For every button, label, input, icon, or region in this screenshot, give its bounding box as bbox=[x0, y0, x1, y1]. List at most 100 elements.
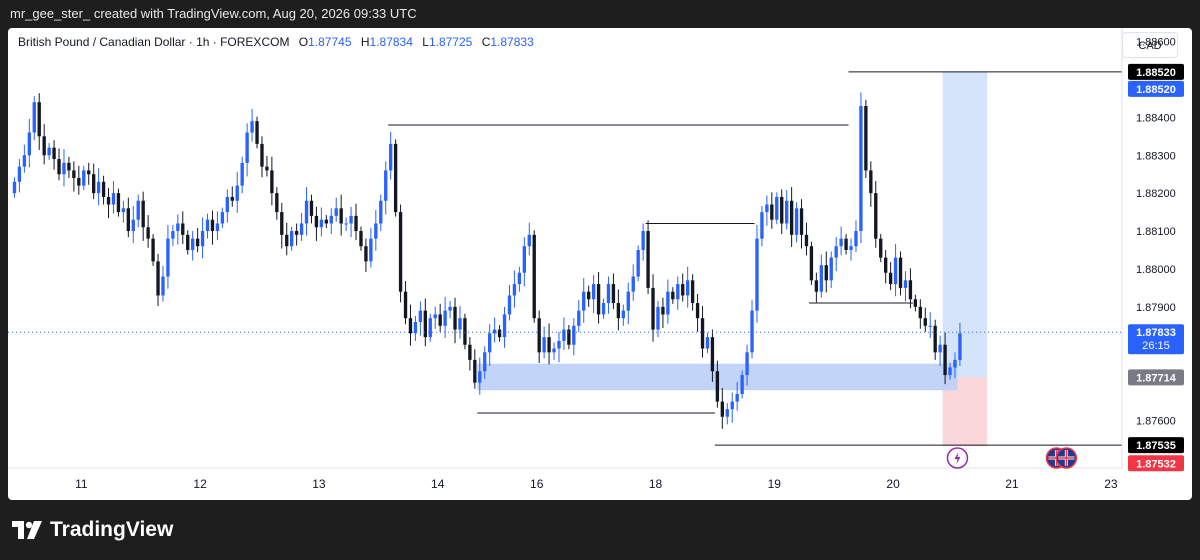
currency-button[interactable]: CAD bbox=[1122, 32, 1178, 58]
candle-body bbox=[953, 359, 957, 368]
candle-body bbox=[730, 401, 734, 410]
candle-body bbox=[210, 219, 215, 232]
candle-body bbox=[478, 371, 482, 383]
candle-body bbox=[715, 371, 720, 402]
candle-body bbox=[171, 231, 175, 239]
candle-body bbox=[512, 284, 517, 296]
candle-body bbox=[903, 280, 908, 288]
candle-body bbox=[542, 337, 546, 353]
candle-body bbox=[319, 219, 324, 228]
candle-body bbox=[398, 212, 403, 292]
candle-body bbox=[809, 246, 814, 281]
candle-body bbox=[651, 287, 655, 330]
candle-body bbox=[453, 306, 457, 330]
x-tick-label: 12 bbox=[193, 477, 207, 491]
candle-body bbox=[958, 333, 962, 360]
candle-body bbox=[369, 238, 373, 262]
candle-body bbox=[765, 204, 769, 213]
candle-body bbox=[829, 257, 833, 281]
candlestick-chart[interactable]: 1.87600 1.87900 1.88000 1.88100 1.88200 1.883… bbox=[8, 28, 1192, 500]
brand-name: TradingView bbox=[50, 518, 174, 541]
candle-body bbox=[255, 121, 259, 144]
candle-body bbox=[215, 223, 220, 232]
low-value: 1.87725 bbox=[428, 35, 473, 49]
y-tick-label: 1.88000 bbox=[1136, 264, 1176, 276]
candle-body bbox=[824, 265, 828, 281]
chart-panel[interactable]: 1.87600 1.87900 1.88000 1.88100 1.88200 1.883… bbox=[8, 28, 1192, 500]
candle-body bbox=[413, 322, 418, 334]
candle-body bbox=[606, 284, 611, 304]
candle-body bbox=[690, 280, 695, 304]
candle-body bbox=[245, 132, 249, 163]
candle-body bbox=[661, 306, 665, 315]
close-value: 1.87833 bbox=[490, 35, 534, 49]
candle-body bbox=[537, 318, 541, 353]
candle-body bbox=[339, 208, 343, 224]
candle-body bbox=[205, 219, 210, 232]
high-label: H bbox=[360, 35, 370, 49]
candle-body bbox=[596, 284, 601, 315]
candle-body bbox=[200, 231, 205, 247]
price-badge-bg bbox=[1128, 369, 1184, 386]
candle-body bbox=[299, 223, 304, 235]
x-tick-label: 16 bbox=[530, 477, 544, 491]
candle-body bbox=[309, 200, 314, 216]
candle-body bbox=[463, 318, 467, 345]
candle-body bbox=[235, 185, 239, 201]
candle-body bbox=[57, 159, 61, 175]
candle-body bbox=[943, 344, 947, 376]
tradingview-logo[interactable]: TradingView bbox=[12, 518, 173, 542]
open-value: 1.87745 bbox=[308, 35, 352, 49]
y-tick-label: 1.87600 bbox=[1136, 416, 1176, 428]
candle-body bbox=[37, 102, 41, 137]
candle-body bbox=[641, 231, 645, 250]
candle-body bbox=[502, 314, 507, 338]
candle-body bbox=[116, 193, 121, 213]
symbol-legend: British Pound / Canadian Dollar · 1h · F… bbox=[18, 35, 534, 49]
x-tick-label: 19 bbox=[768, 477, 782, 491]
close-label: C bbox=[481, 35, 491, 49]
candle-body bbox=[121, 208, 126, 213]
candle-body bbox=[186, 234, 190, 250]
candle-body bbox=[101, 181, 106, 197]
candle-body bbox=[492, 329, 497, 334]
candle-body bbox=[562, 329, 566, 341]
candle-body bbox=[755, 238, 759, 311]
candle-body bbox=[67, 162, 71, 171]
footer: TradingView bbox=[0, 500, 1200, 560]
y-tick-label: 1.87900 bbox=[1136, 302, 1176, 314]
candle-body bbox=[22, 155, 27, 167]
candle-body bbox=[750, 310, 754, 353]
price-badge-label: 1.88520 bbox=[1136, 67, 1176, 79]
candle-body bbox=[483, 352, 487, 372]
candle-body bbox=[636, 250, 640, 277]
candle-body bbox=[582, 291, 586, 311]
candle-body bbox=[488, 333, 492, 353]
candle-body bbox=[17, 166, 22, 182]
candle-body bbox=[893, 257, 898, 285]
y-tick-label: 1.88600 bbox=[1136, 37, 1176, 49]
candle-body bbox=[532, 234, 536, 319]
candle-body bbox=[329, 215, 333, 224]
candle-body bbox=[82, 170, 86, 186]
candle-body bbox=[92, 174, 96, 194]
candle-body bbox=[27, 132, 31, 156]
candle-body bbox=[631, 276, 635, 292]
candle-body bbox=[834, 246, 838, 258]
candle-body bbox=[314, 215, 319, 228]
candle-body bbox=[62, 162, 66, 175]
candle-body bbox=[47, 147, 51, 156]
candle-body bbox=[874, 193, 878, 239]
candle-body bbox=[77, 178, 81, 186]
candle-body bbox=[195, 238, 200, 247]
candle-body bbox=[804, 234, 809, 247]
candle-body bbox=[72, 170, 76, 178]
candle-body bbox=[393, 143, 398, 213]
candle-body bbox=[587, 291, 591, 300]
candle-body bbox=[780, 196, 784, 224]
candle-body bbox=[676, 284, 680, 300]
candle-body bbox=[423, 310, 427, 338]
candle-body bbox=[403, 291, 408, 319]
x-tick-label: 20 bbox=[886, 477, 900, 491]
candle-body bbox=[280, 212, 284, 235]
